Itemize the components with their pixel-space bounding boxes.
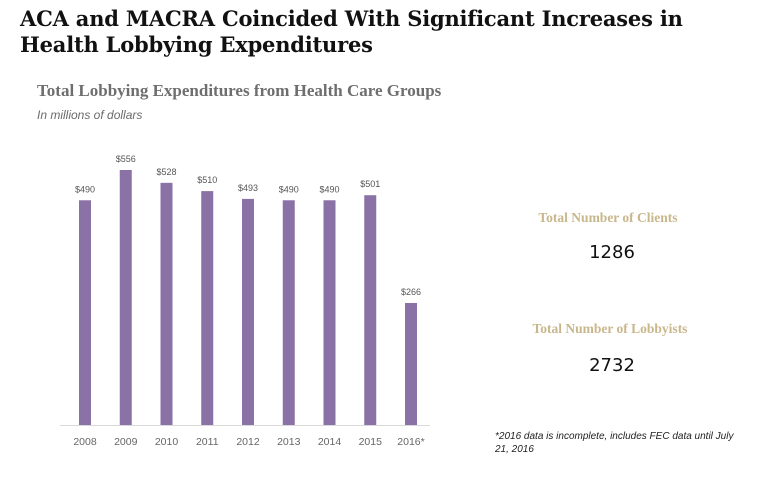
data-label: $266: [401, 287, 421, 297]
bar-2011: [201, 191, 214, 425]
bar-2013: [282, 200, 295, 425]
bar-2014: [323, 200, 336, 425]
data-label: $528: [156, 167, 176, 177]
bar-2012: [242, 198, 254, 425]
data-label: $490: [279, 184, 299, 194]
bar-2008: [79, 200, 91, 425]
data-label: $490: [319, 184, 339, 194]
data-label: $501: [360, 179, 380, 189]
chart-title: Total Lobbying Expenditures from Health …: [37, 81, 442, 100]
data-label: $490: [75, 184, 95, 194]
x-tick-label: 2016*: [397, 436, 424, 448]
x-tick-label: 2010: [155, 436, 179, 448]
data-label: $510: [197, 175, 217, 185]
x-tick-label: 2015: [359, 436, 383, 448]
bar-2016: [405, 303, 417, 425]
bar-2015: [364, 195, 377, 425]
lobbyists-label: Total Number of Lobbyists: [532, 321, 688, 336]
lobbyists-value: 2732: [589, 355, 635, 376]
clients-label: Total Number of Clients: [538, 210, 678, 225]
chart-subtitle: In millions of dollars: [37, 108, 143, 122]
bar-2010: [160, 182, 173, 425]
bar-2009: [119, 170, 132, 425]
page-headline: ACA and MACRA Coincided With Significant…: [20, 6, 683, 57]
x-tick-label: 2014: [318, 436, 342, 448]
data-label: $556: [116, 154, 136, 164]
footnote: *2016 data is incomplete, includes FEC d…: [495, 431, 734, 455]
x-tick-label: 2008: [73, 436, 97, 448]
x-tick-label: 2012: [236, 436, 260, 448]
x-tick-label: 2009: [114, 436, 138, 448]
x-tick-label: 2013: [277, 436, 301, 448]
x-tick-label: 2011: [196, 436, 219, 448]
clients-value: 1286: [589, 242, 635, 263]
data-label: $493: [238, 183, 258, 193]
